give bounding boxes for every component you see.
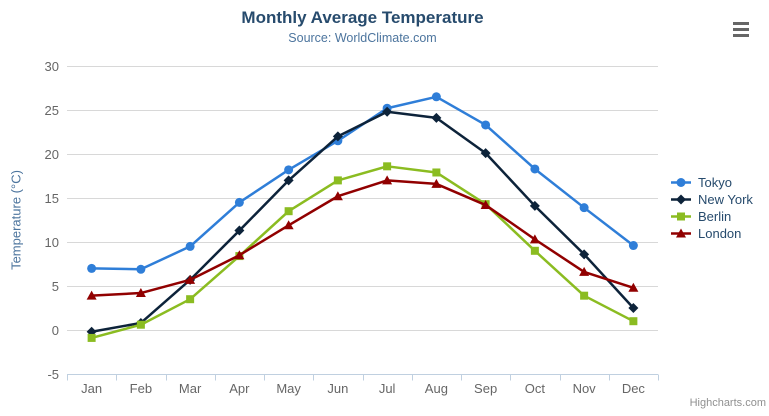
legend: Tokyo New York Berlin London (671, 174, 753, 242)
y-axis-tick-label: -5 (47, 367, 59, 382)
diamond-marker-icon[interactable] (529, 200, 540, 211)
circle-marker-icon[interactable] (579, 203, 589, 213)
diamond-marker-icon[interactable] (579, 249, 590, 260)
square-marker-icon[interactable] (333, 176, 342, 185)
circle-marker-icon[interactable] (136, 264, 146, 274)
legend-item-new-york[interactable]: New York (671, 191, 753, 208)
square-marker-icon (677, 212, 685, 221)
diamond-marker-icon[interactable] (234, 225, 245, 236)
circle-marker-icon[interactable] (185, 241, 195, 251)
x-axis-tick-label: Jun (327, 381, 348, 396)
legend-marker (671, 228, 691, 238)
chart-title: Monthly Average Temperature (241, 8, 484, 27)
diamond-marker-icon[interactable] (480, 148, 491, 159)
legend-label: Tokyo (698, 175, 732, 190)
diamond-marker-icon[interactable] (431, 112, 442, 123)
triangle-marker-icon[interactable] (234, 250, 245, 260)
diamond-marker-icon (676, 194, 686, 205)
circle-marker-icon[interactable] (481, 120, 491, 130)
y-axis-tick-label: 5 (52, 279, 59, 294)
circle-marker-icon[interactable] (628, 241, 638, 251)
hamburger-icon (733, 21, 749, 25)
export-menu-button[interactable] (731, 19, 751, 39)
legend-marker (671, 212, 691, 221)
triangle-marker-icon[interactable] (283, 220, 294, 230)
triangle-marker-icon[interactable] (480, 200, 491, 210)
x-axis-tick-label: Oct (525, 381, 546, 396)
diamond-marker-icon[interactable] (332, 131, 343, 142)
x-axis-tick-label: May (276, 381, 301, 396)
x-axis-tick-label: Sep (474, 381, 497, 396)
diamond-marker-icon[interactable] (382, 106, 393, 117)
series-line-tokyo[interactable] (90, 95, 635, 271)
square-marker-icon[interactable] (530, 246, 539, 255)
legend-label: London (698, 226, 742, 241)
x-axis-tick-label: Nov (573, 381, 597, 396)
legend-marker (671, 194, 691, 205)
square-marker-icon[interactable] (186, 295, 195, 304)
x-axis-tick-label: Dec (622, 381, 646, 396)
triangle-marker-icon[interactable] (579, 266, 590, 276)
square-marker-icon[interactable] (580, 291, 589, 300)
triangle-marker-icon[interactable] (431, 178, 442, 188)
series-line-new-york[interactable] (90, 110, 635, 334)
triangle-marker-icon (676, 228, 686, 238)
triangle-marker-icon[interactable] (135, 288, 146, 298)
triangle-marker-icon[interactable] (628, 282, 639, 292)
hamburger-icon (733, 33, 749, 37)
square-marker-icon[interactable] (136, 320, 145, 329)
circle-marker-icon[interactable] (530, 164, 540, 174)
credits-link[interactable]: Highcharts.com (689, 397, 766, 409)
triangle-marker-icon[interactable] (382, 175, 393, 185)
y-axis-tick-label: 0 (52, 323, 59, 338)
series-line-london[interactable] (90, 179, 635, 297)
legend-item-berlin[interactable]: Berlin (671, 208, 753, 225)
legend-item-tokyo[interactable]: Tokyo (671, 174, 753, 191)
circle-marker-icon[interactable] (431, 92, 441, 102)
hamburger-icon (733, 27, 749, 31)
x-axis-tick-label: Mar (179, 381, 202, 396)
square-marker-icon[interactable] (629, 317, 638, 326)
square-marker-icon[interactable] (383, 162, 392, 171)
circle-marker-icon[interactable] (234, 197, 244, 207)
chart-subtitle: Source: WorldClimate.com (288, 31, 437, 45)
x-axis-tick-label: Jul (379, 381, 396, 396)
triangle-marker-icon[interactable] (332, 191, 343, 201)
x-axis-tick-label: Aug (425, 381, 448, 396)
y-axis-tick-label: 20 (45, 147, 59, 162)
x-axis-tick-label: Jan (81, 381, 102, 396)
diamond-marker-icon[interactable] (628, 303, 639, 313)
y-axis-tick-label: 15 (45, 191, 59, 206)
diamond-marker-icon[interactable] (283, 175, 294, 186)
triangle-marker-icon[interactable] (86, 290, 97, 300)
y-axis-tick-label: 30 (45, 59, 59, 74)
legend-label: Berlin (698, 209, 732, 224)
circle-marker-icon[interactable] (87, 263, 97, 273)
x-axis-tick-label: Apr (229, 381, 250, 396)
y-axis-tick-label: 25 (45, 103, 59, 118)
triangle-marker-icon[interactable] (529, 234, 540, 244)
legend-item-london[interactable]: London (671, 225, 753, 242)
y-axis-title: Temperature (°C) (8, 170, 24, 270)
y-axis-tick-label: 10 (45, 235, 59, 250)
square-marker-icon[interactable] (432, 168, 441, 177)
square-marker-icon[interactable] (284, 207, 293, 216)
circle-marker-icon[interactable] (284, 165, 294, 175)
x-axis-tick-label: Feb (130, 381, 152, 396)
triangle-marker-icon[interactable] (185, 274, 196, 284)
legend-label: New York (698, 192, 753, 207)
square-marker-icon[interactable] (87, 333, 96, 342)
series-line-berlin[interactable] (90, 165, 635, 340)
circle-marker-icon (676, 178, 686, 187)
legend-marker (671, 178, 691, 187)
